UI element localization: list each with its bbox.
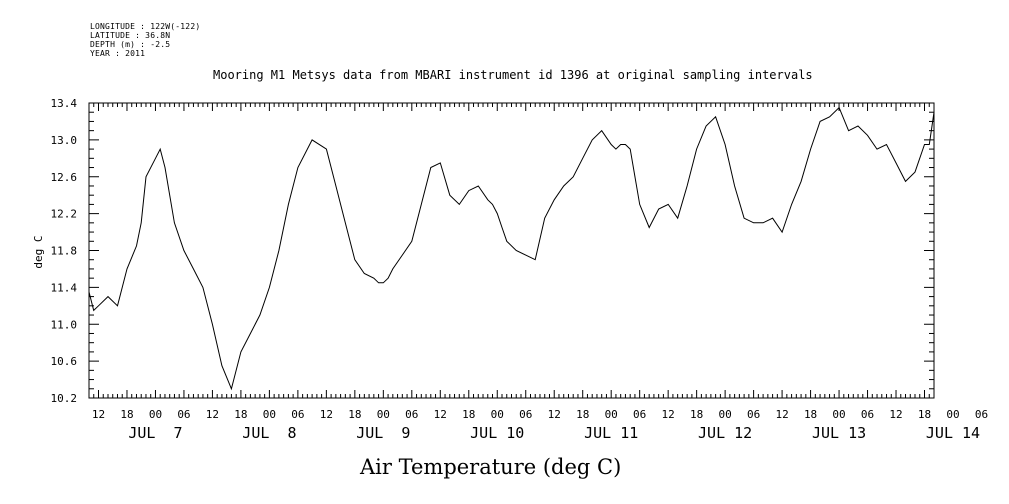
latitude-text: LATITUDE : 36.8N bbox=[90, 31, 171, 40]
y-tick-label: 11.0 bbox=[51, 318, 78, 331]
x-tick-label: 00 bbox=[946, 408, 959, 421]
x-tick-label: 12 bbox=[662, 408, 675, 421]
x-tick-label: 00 bbox=[377, 408, 390, 421]
y-tick-label: 10.2 bbox=[51, 392, 78, 405]
x-tick-label: 18 bbox=[234, 408, 247, 421]
x-axis-ticks: 12 18 00 06 12 18 00 06 12 18 00 06 12 18 00 06 12 18 00 06… bbox=[88, 103, 988, 442]
x-tick-label: 18 bbox=[576, 408, 589, 421]
y-tick-label: 13.4 bbox=[51, 97, 78, 110]
x-day-label: JUL 8 bbox=[242, 424, 296, 442]
x-tick-label: 12 bbox=[206, 408, 219, 421]
x-tick-label: 18 bbox=[348, 408, 361, 421]
x-tick-label: 12 bbox=[548, 408, 561, 421]
x-tick-label: 06 bbox=[633, 408, 646, 421]
y-tick-label: 10.6 bbox=[51, 355, 78, 368]
x-tick-label: 00 bbox=[491, 408, 504, 421]
year-text: YEAR : 2011 bbox=[90, 49, 146, 58]
plot-frame bbox=[88, 102, 935, 399]
y-tick-label: 11.4 bbox=[51, 281, 78, 294]
x-tick-label: 12 bbox=[92, 408, 105, 421]
x-tick-label: 00 bbox=[263, 408, 276, 421]
y-axis-label: deg C bbox=[32, 235, 45, 268]
x-day-label: JUL 7 bbox=[128, 424, 182, 442]
x-tick-label: 12 bbox=[320, 408, 333, 421]
x-tick-label: 06 bbox=[177, 408, 190, 421]
depth-text: DEPTH (m) : -2.5 bbox=[90, 40, 171, 49]
x-tick-label: 06 bbox=[519, 408, 532, 421]
x-tick-label: 18 bbox=[804, 408, 817, 421]
x-tick-label: 06 bbox=[975, 408, 988, 421]
y-tick-label: 13.0 bbox=[51, 134, 78, 147]
x-tick-label: 06 bbox=[291, 408, 304, 421]
x-tick-label: 12 bbox=[775, 408, 788, 421]
x-tick-label: 00 bbox=[718, 408, 731, 421]
chart-title: Mooring M1 Metsys data from MBARI instru… bbox=[213, 68, 813, 82]
x-day-label: JUL 13 bbox=[812, 424, 866, 442]
y-axis-ticks: 10.2 10.6 11.0 11.4 11.8 12.2 12.6 13.0 13.4 bbox=[51, 97, 934, 405]
x-tick-label: 06 bbox=[747, 408, 760, 421]
x-tick-label: 18 bbox=[120, 408, 133, 421]
x-day-label: JUL 9 bbox=[356, 424, 410, 442]
x-tick-label: 00 bbox=[605, 408, 618, 421]
x-tick-label: 18 bbox=[462, 408, 475, 421]
x-axis-label: Air Temperature (deg C) bbox=[360, 455, 622, 479]
x-tick-label: 00 bbox=[149, 408, 162, 421]
x-tick-label: 06 bbox=[405, 408, 418, 421]
x-tick-label: 12 bbox=[434, 408, 447, 421]
x-day-label: JUL 14 bbox=[926, 424, 980, 442]
y-tick-label: 12.2 bbox=[51, 208, 78, 221]
x-tick-label: 00 bbox=[832, 408, 845, 421]
y-tick-label: 12.6 bbox=[51, 171, 78, 184]
x-day-label: JUL 12 bbox=[698, 424, 752, 442]
x-day-label: JUL 10 bbox=[470, 424, 524, 442]
x-tick-label: 06 bbox=[861, 408, 874, 421]
y-tick-label: 11.8 bbox=[51, 245, 78, 258]
x-tick-label: 18 bbox=[690, 408, 703, 421]
longitude-text: LONGITUDE : 122W(-122) bbox=[90, 22, 201, 31]
x-tick-label: 18 bbox=[918, 408, 931, 421]
air-temperature-line bbox=[88, 106, 935, 391]
x-day-label: JUL 11 bbox=[584, 424, 638, 442]
x-tick-label: 12 bbox=[889, 408, 902, 421]
